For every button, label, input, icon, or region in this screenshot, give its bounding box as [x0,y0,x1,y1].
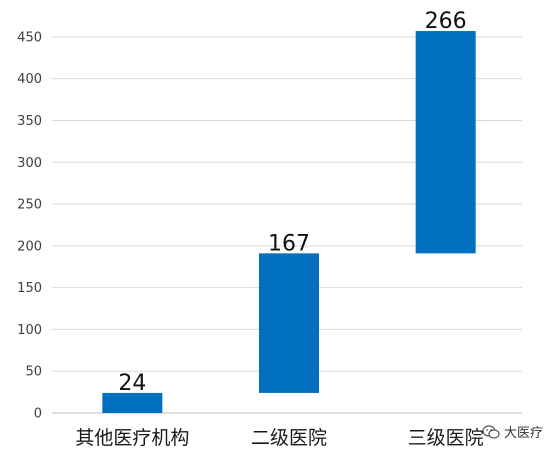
y-tick-label: 300 [17,156,42,171]
y-tick-label: 200 [17,239,42,254]
wechat-icon [482,424,500,439]
data-labels: 24 167 266 [118,9,466,396]
y-tick-label: 400 [17,72,42,87]
y-tick-label: 150 [17,281,42,296]
y-tick-label: 0 [34,407,42,422]
y-tick-label: 50 [25,365,42,380]
bar [415,31,476,254]
y-tick-label: 100 [17,323,42,338]
data-label: 24 [118,371,146,396]
x-category-label: 其他医疗机构 [75,427,189,449]
x-category-label: 三级医院 [408,427,484,449]
watermark: 大医疗 [482,422,543,441]
bar [259,253,319,393]
watermark-text: 大医疗 [503,426,543,441]
y-axis: 0 50 100 150 200 250 300 350 400 450 [17,30,42,421]
x-category-label: 二级医院 [251,427,327,449]
y-tick-label: 450 [17,30,42,45]
bar [102,392,163,413]
y-tick-label: 250 [17,198,42,213]
data-label: 266 [425,9,467,34]
x-axis: 其他医疗机构 二级医院 三级医院 [75,427,483,449]
data-label: 167 [268,231,310,256]
bars [102,31,476,413]
y-tick-label: 350 [17,114,42,129]
